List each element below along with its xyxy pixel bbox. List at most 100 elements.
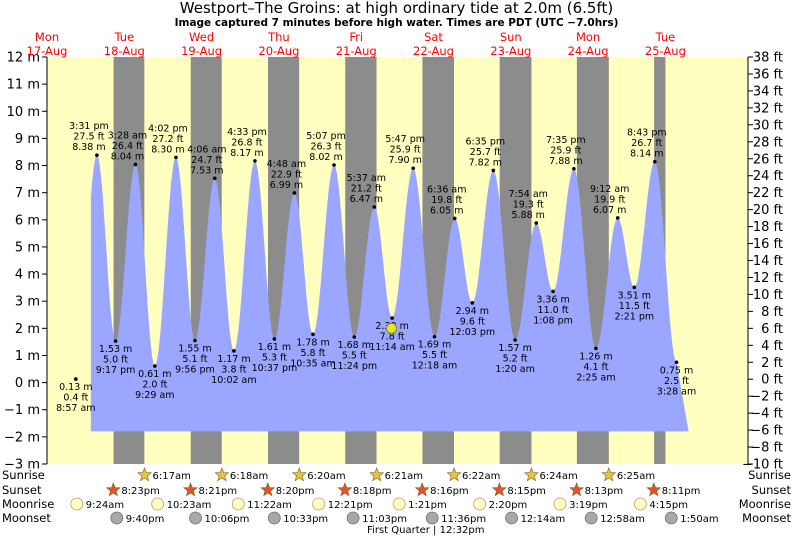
sunrise-time: 6:22am <box>462 471 500 482</box>
tide-label: 19.3 ft <box>513 200 544 211</box>
right-tick-label: −4 ft <box>750 407 783 422</box>
current-tide-marker <box>386 322 398 334</box>
right-tick-label: 30 ft <box>753 118 783 133</box>
tide-label: 7:35 pm <box>546 135 586 146</box>
tide-point <box>133 162 138 167</box>
sunset-time: 8:23pm <box>121 486 160 497</box>
sunset-icon <box>646 482 662 497</box>
sunset-icon <box>105 482 121 497</box>
tide-label: 5.3 ft <box>262 352 287 363</box>
tide-label: 1.26 m <box>579 351 612 362</box>
moonset-icon <box>110 511 124 525</box>
tide-label: 6:35 pm <box>466 136 506 147</box>
day-date: 17-Aug <box>27 44 68 58</box>
tide-point <box>513 338 517 342</box>
sunrise-time: 6:25am <box>617 471 655 482</box>
tide-label: 24.7 ft <box>191 155 222 166</box>
moonrise-icon <box>151 497 165 511</box>
moonset-icon <box>584 511 598 525</box>
sunset-time: 8:21pm <box>199 486 238 497</box>
row-label-left: Sunset <box>2 483 42 497</box>
sunset-icon <box>491 482 507 497</box>
left-tick-label: 8 m <box>15 159 40 174</box>
moonset-time: 12:14am <box>521 514 566 525</box>
tide-label: 5.88 m <box>512 210 545 221</box>
tide-label: 26.3 ft <box>310 141 341 152</box>
row-label-right: Moonrise <box>739 497 791 511</box>
row-label-left: Moonset <box>2 511 51 525</box>
tide-label: 27.2 ft <box>152 134 183 145</box>
tide-label: 1.53 m <box>99 344 132 355</box>
day-date: 18-Aug <box>104 44 145 58</box>
tide-label: 7.53 m <box>190 165 223 176</box>
tide-label: 11:14 am <box>369 342 414 353</box>
tide-label: 11.0 ft <box>538 305 569 316</box>
moonrise-time: 1:21pm <box>408 500 447 511</box>
day-date: 21-Aug <box>336 44 377 58</box>
tide-label: 9:17 pm <box>96 365 136 376</box>
day-name: Sat <box>424 30 443 44</box>
tide-label: 5:47 pm <box>385 134 425 145</box>
tide-label: 8.30 m <box>151 144 184 155</box>
moonrise-icon <box>312 497 326 511</box>
moonrise-icon <box>473 497 487 511</box>
tide-label: 19.8 ft <box>431 195 462 206</box>
tide-label: 7.90 m <box>388 155 421 166</box>
tide-label: 2.5 ft <box>664 376 689 387</box>
tide-label: 7.8 ft <box>380 332 405 343</box>
tide-label: 26.4 ft <box>112 141 143 152</box>
moonset-time: 10:33pm <box>283 514 328 525</box>
tide-label: 6.05 m <box>430 205 463 216</box>
tide-label: 5.0 ft <box>103 355 128 366</box>
tide-point <box>653 159 657 164</box>
day-name: Mon <box>35 30 59 44</box>
tide-point <box>632 285 637 290</box>
tide-label: 7:54 am <box>509 189 548 200</box>
tide-label: 10:02 am <box>211 375 256 386</box>
right-tick-label: 6 ft <box>761 322 783 337</box>
tide-point <box>470 301 475 305</box>
sunset-icon <box>414 482 430 497</box>
moonset-icon <box>425 511 439 525</box>
day-date: 24-Aug <box>568 44 609 58</box>
tide-point <box>272 337 277 341</box>
moonset-icon <box>267 511 281 525</box>
tide-point <box>174 155 178 160</box>
tide-point <box>311 332 315 337</box>
day-name: Mon <box>576 30 600 44</box>
tide-label: 5:37 am <box>347 173 386 184</box>
tide-label: 8:57 am <box>56 403 95 414</box>
right-tick-label: 36 ft <box>753 67 783 82</box>
sunset-time: 8:20pm <box>276 486 315 497</box>
tide-point <box>491 168 496 173</box>
right-tick-label: 12 ft <box>753 271 783 286</box>
day-name: Thu <box>267 30 290 44</box>
tide-label: 25.7 ft <box>470 147 501 158</box>
tide-point <box>232 349 236 353</box>
tide-label: 8.14 m <box>630 149 663 160</box>
tide-label: 5.8 ft <box>300 348 325 359</box>
tide-label: 5.2 ft <box>503 354 528 365</box>
tide-label: 8.02 m <box>309 152 342 163</box>
moonset-icon <box>505 511 518 525</box>
moonset-time: 11:36pm <box>441 514 486 525</box>
tide-label: 8.38 m <box>72 142 105 153</box>
tide-point <box>572 166 576 171</box>
sunrise-time: 6:21am <box>385 471 423 482</box>
right-tick-label: 18 ft <box>753 220 783 235</box>
tide-label: 19.9 ft <box>594 194 625 205</box>
tide-label: 25.9 ft <box>390 145 421 156</box>
right-tick-label: 8 ft <box>761 305 783 320</box>
tide-label: 9:12 am <box>590 184 629 195</box>
row-label-right: Sunset <box>752 483 792 497</box>
tide-point <box>253 159 257 163</box>
tide-point <box>411 166 415 171</box>
tide-label: 1.78 m <box>296 337 329 348</box>
left-tick-label: 4 m <box>15 268 40 283</box>
tide-label: 1.55 m <box>178 344 211 355</box>
tide-label: 1.61 m <box>258 342 291 353</box>
right-tick-label: 4 ft <box>761 339 783 354</box>
tide-label: 12:03 pm <box>449 327 495 338</box>
tide-point <box>615 216 620 220</box>
